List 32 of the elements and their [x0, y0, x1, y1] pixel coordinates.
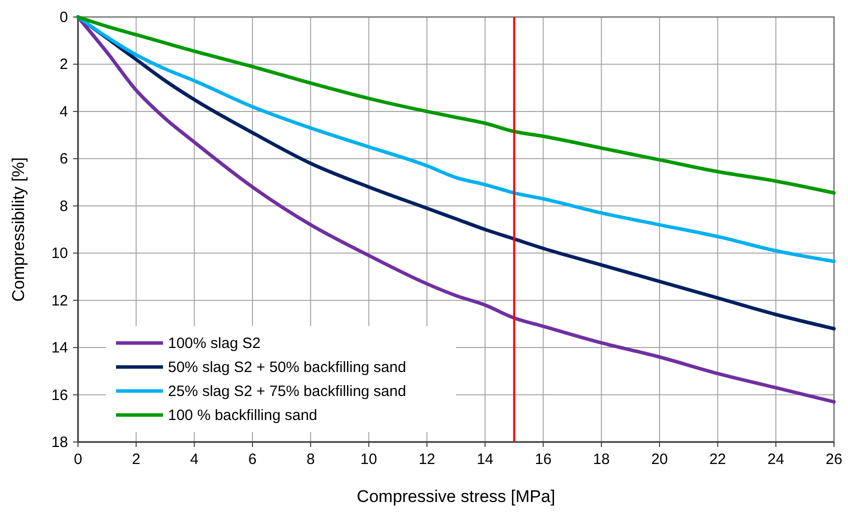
x-tick-label: 16 [534, 451, 552, 468]
y-tick-label: 10 [51, 245, 68, 262]
x-tick-label: 0 [74, 451, 82, 468]
legend-label: 25% slag S2 + 75% backfilling sand [168, 383, 406, 400]
y-tick-label: 4 [60, 103, 68, 120]
y-tick-label: 6 [60, 150, 68, 168]
legend-label: 100 % backfilling sand [168, 407, 318, 424]
x-tick-label: 24 [768, 451, 784, 468]
x-tick-label: 14 [476, 451, 494, 468]
x-tick-label: 12 [418, 451, 436, 468]
x-tick-label: 2 [132, 451, 140, 468]
y-tick-label: 0 [60, 9, 68, 26]
x-tick-label: 4 [190, 451, 198, 468]
y-tick-label: 8 [60, 198, 68, 215]
y-tick-label: 2 [60, 56, 68, 74]
x-tick-label: 20 [651, 451, 668, 468]
legend-label: 50% slag S2 + 50% backfilling sand [168, 359, 406, 376]
x-axis-title: Compressive stress [MPa] [356, 487, 556, 506]
y-tick-label: 14 [51, 340, 68, 357]
x-tick-label: 22 [709, 451, 726, 468]
x-tick-label: 18 [593, 451, 610, 468]
y-axis-title: Compressibility [%] [9, 157, 28, 302]
legend-label: 100% slag S2 [168, 335, 261, 352]
x-tick-label: 26 [826, 451, 842, 468]
y-tick-label: 12 [51, 292, 68, 310]
line-series [76, 15, 836, 264]
x-tick-label: 6 [248, 451, 257, 468]
y-tick-label: 16 [51, 386, 68, 404]
x-tick-label: 8 [306, 451, 315, 468]
line-series [76, 15, 836, 195]
x-tick-label: 10 [360, 451, 378, 468]
y-tick-label: 18 [51, 434, 68, 451]
